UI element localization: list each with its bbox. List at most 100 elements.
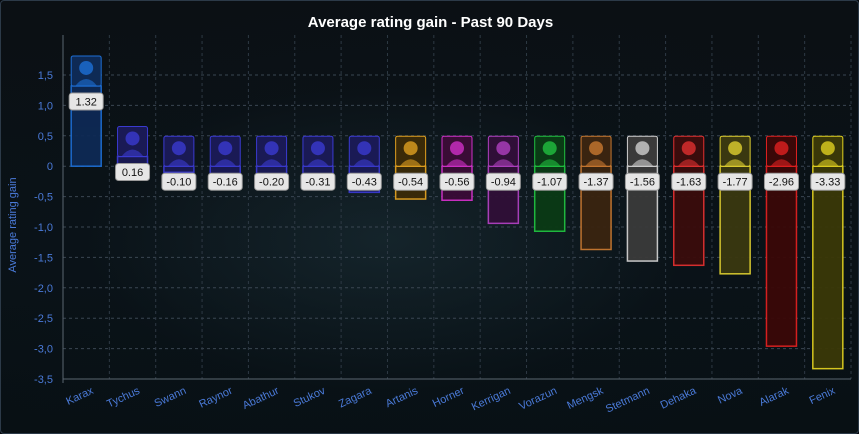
portrait-shoulders <box>353 159 376 167</box>
value-label: -1.07 <box>537 177 562 189</box>
y-tick-label: -2,0 <box>34 283 53 295</box>
portrait-shoulders <box>75 78 98 86</box>
x-tick-label: Dehaka <box>659 384 699 411</box>
y-tick-label: -0,5 <box>34 192 53 204</box>
portrait-head <box>496 141 511 156</box>
portrait-shoulders <box>631 159 654 167</box>
portrait-head <box>635 141 650 156</box>
portrait-head <box>589 141 604 156</box>
value-label: -0.43 <box>352 177 377 189</box>
value-label-box <box>578 172 614 191</box>
value-label-box <box>207 172 243 191</box>
value-label: 1.32 <box>75 96 96 108</box>
portrait-head <box>310 141 325 156</box>
value-label: -1.37 <box>584 177 609 189</box>
x-tick-label: Swann <box>153 385 189 410</box>
portrait-head <box>125 131 140 146</box>
portrait-shoulders <box>260 159 283 167</box>
value-label: -1.56 <box>630 177 655 189</box>
y-tick-label: -3,0 <box>34 344 53 356</box>
value-label-box <box>810 172 846 191</box>
portrait-shoulders <box>677 159 700 167</box>
value-label-box <box>161 172 197 191</box>
y-axis-label: Average rating gain <box>7 177 19 273</box>
x-tick-label: Vorazun <box>517 385 559 413</box>
value-label-box <box>439 172 475 191</box>
portrait-head <box>79 60 94 75</box>
x-tick-label: Abathur <box>241 385 281 412</box>
portrait-shoulders <box>585 159 608 167</box>
portrait-shoulders <box>167 159 190 167</box>
x-tick-label: Horner <box>431 385 467 410</box>
portrait-shoulders <box>306 159 329 167</box>
portrait-head <box>774 141 789 156</box>
y-tick-label: 0,5 <box>38 131 53 143</box>
portrait-head <box>542 141 557 156</box>
x-tick-label: Stukov <box>292 385 328 410</box>
y-tick-label: -3,5 <box>34 374 53 386</box>
x-tick-label: Karax <box>64 385 96 408</box>
value-label: -0.20 <box>259 177 284 189</box>
x-tick-label: Nova <box>716 384 745 406</box>
alarak-portrait-icon <box>765 135 797 167</box>
x-tick-label: Stetmann <box>604 385 652 416</box>
value-label-box <box>485 172 521 191</box>
portrait-shoulders <box>492 159 515 167</box>
value-label-box <box>300 172 336 191</box>
value-label: 0.16 <box>122 167 143 179</box>
value-label-box <box>254 172 290 191</box>
value-label: -0.56 <box>444 177 469 189</box>
value-label: -0.94 <box>491 177 516 189</box>
value-label-box <box>624 172 660 191</box>
value-label: -2.96 <box>769 177 794 189</box>
value-label-box <box>763 172 799 191</box>
bar-fenix <box>812 165 844 370</box>
value-label-box <box>717 172 753 191</box>
dehaka-portrait-icon <box>673 135 705 167</box>
portrait-shoulders <box>538 159 561 167</box>
portrait-head <box>820 141 835 156</box>
tychus-portrait-icon <box>117 125 149 157</box>
value-label-box <box>68 92 104 111</box>
bar-swann <box>163 165 195 174</box>
mengsk-portrait-icon <box>580 135 612 167</box>
y-tick-label: 1,0 <box>38 100 53 112</box>
x-tick-label: Kerrigan <box>470 385 513 413</box>
value-label: -0.31 <box>305 177 330 189</box>
stetmann-portrait-icon <box>626 135 658 167</box>
value-label-box <box>346 172 382 191</box>
portrait-head <box>728 141 743 156</box>
horner-portrait-icon <box>441 135 473 167</box>
portrait-shoulders <box>816 159 839 167</box>
x-tick-label: Raynor <box>197 385 235 411</box>
x-tick-label: Zagara <box>337 384 374 410</box>
portrait-head <box>264 141 279 156</box>
portrait-shoulders <box>446 159 468 167</box>
portrait-head <box>450 141 464 156</box>
x-tick-label: Mengsk <box>565 385 605 412</box>
x-tick-label: Tychus <box>105 385 142 411</box>
y-tick-label: -1,0 <box>34 222 53 234</box>
stukov-portrait-icon <box>302 135 334 167</box>
fenix-portrait-icon <box>812 135 844 167</box>
kerrigan-portrait-icon <box>487 135 519 167</box>
swann-portrait-icon <box>163 135 195 167</box>
bar-alarak <box>765 165 798 347</box>
portrait-head <box>171 141 186 156</box>
vorazun-portrait-icon <box>534 135 566 167</box>
y-tick-label: -1,5 <box>34 252 53 264</box>
portrait-head <box>681 141 696 156</box>
portrait-head <box>218 141 233 156</box>
value-label-box <box>671 172 707 191</box>
value-label: -1.77 <box>723 177 748 189</box>
portrait-shoulders <box>724 159 747 167</box>
karax-portrait-icon <box>70 55 102 87</box>
x-tick-label: Alarak <box>757 385 791 409</box>
portrait-shoulders <box>121 149 144 157</box>
y-tick-label: -2,5 <box>34 313 53 325</box>
y-tick-label: 0 <box>47 161 53 173</box>
raynor-portrait-icon <box>209 135 241 167</box>
x-tick-label: Artanis <box>384 385 421 411</box>
value-label-box <box>115 162 151 181</box>
